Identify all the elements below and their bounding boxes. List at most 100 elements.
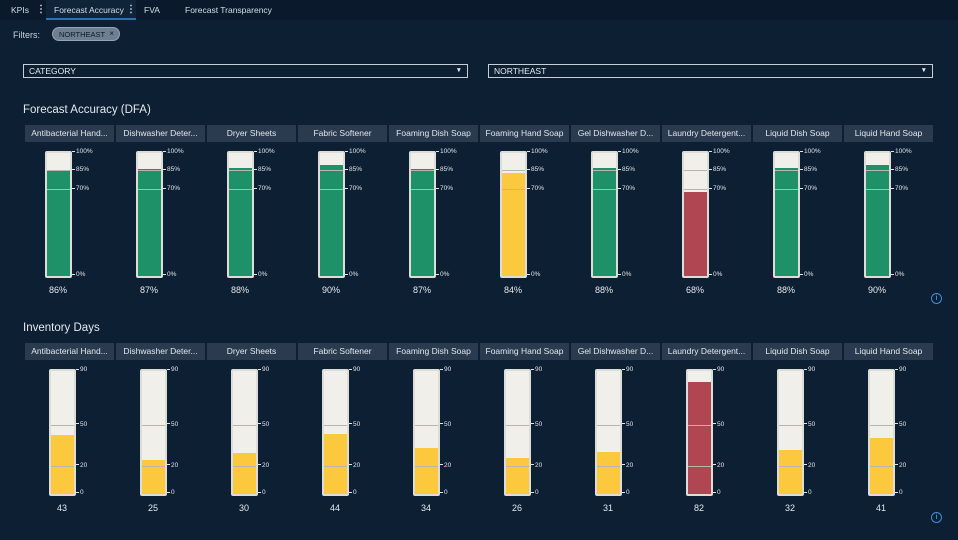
remove-filter-icon[interactable]: × xyxy=(109,29,114,38)
scale-tick-label: 0 xyxy=(440,489,448,496)
category-header: Foaming Dish Soap xyxy=(389,125,478,142)
tab-kpis[interactable]: KPIs ⋮ xyxy=(0,0,46,20)
accuracy-gauge xyxy=(409,151,436,278)
inventory-value: 82 xyxy=(693,503,704,513)
scale-tick-label: 70% xyxy=(436,185,453,192)
scale-tick-label: 90 xyxy=(713,366,724,373)
scale-tick-label: 100% xyxy=(800,148,821,155)
inventory-gauge xyxy=(140,369,167,496)
scale-tick-label: 100% xyxy=(72,148,93,155)
scale-tick-label: 70% xyxy=(891,185,908,192)
threshold-line xyxy=(51,424,74,426)
category-header: Laundry Detergent... xyxy=(662,125,751,142)
category-header: Liquid Dish Soap xyxy=(753,125,842,142)
scale-tick-label: 70% xyxy=(800,185,817,192)
threshold-line xyxy=(324,465,347,467)
threshold-line xyxy=(142,424,165,426)
scale-tick-label: 85% xyxy=(345,166,362,173)
category-header: Fabric Softener xyxy=(298,343,387,360)
threshold-line xyxy=(775,188,798,190)
scale-tick-label: 0 xyxy=(76,489,84,496)
inventory-gauge-fill xyxy=(51,435,74,494)
scale-tick-label: 90 xyxy=(349,366,360,373)
threshold-line xyxy=(138,188,161,190)
category-header: Antibacterial Hand... xyxy=(25,343,114,360)
scale-tick-label: 0% xyxy=(709,271,722,278)
threshold-line xyxy=(688,424,711,426)
accuracy-value: 84% xyxy=(503,285,522,295)
accuracy-gauge xyxy=(591,151,618,278)
tab-forecast-transparency[interactable]: Forecast Transparency xyxy=(176,0,276,20)
scale-tick-label: 90 xyxy=(167,366,178,373)
region-dropdown[interactable]: NORTHEAST ▼ xyxy=(488,64,933,78)
threshold-line xyxy=(688,465,711,467)
threshold-line xyxy=(502,188,525,190)
tab-menu-icon[interactable]: ⋮ xyxy=(126,4,136,15)
scale-tick-label: 20 xyxy=(349,462,360,469)
inventory-gauge-fill xyxy=(597,451,620,494)
scale-tick-label: 85% xyxy=(800,166,817,173)
accuracy-gauge-fill xyxy=(775,167,798,276)
category-header: Liquid Dish Soap xyxy=(753,343,842,360)
scale-tick-label: 0 xyxy=(258,489,266,496)
category-header: Dishwasher Deter... xyxy=(116,125,205,142)
threshold-line xyxy=(506,424,529,426)
scale-tick-label: 0 xyxy=(895,489,903,496)
forecast-accuracy-title: Forecast Accuracy (DFA) xyxy=(23,104,151,116)
threshold-line xyxy=(684,188,707,190)
category-header: Foaming Hand Soap xyxy=(480,125,569,142)
scale-tick-label: 90 xyxy=(258,366,269,373)
accuracy-value: 68% xyxy=(685,285,704,295)
accuracy-value: 87% xyxy=(139,285,158,295)
inventory-gauge-fill xyxy=(779,450,802,494)
inventory-gauge-fill xyxy=(415,447,438,494)
scale-tick-label: 90 xyxy=(895,366,906,373)
tab-label: KPIs xyxy=(11,5,29,15)
scale-tick-label: 70% xyxy=(72,185,89,192)
info-icon[interactable]: i xyxy=(931,512,942,523)
accuracy-gauge xyxy=(864,151,891,278)
threshold-line xyxy=(775,170,798,172)
tab-menu-icon[interactable]: ⋮ xyxy=(36,4,46,15)
scale-tick-label: 0% xyxy=(800,271,813,278)
inventory-value: 31 xyxy=(602,503,613,513)
threshold-line xyxy=(47,170,70,172)
inventory-gauge-fill xyxy=(506,458,529,494)
category-dropdown[interactable]: CATEGORY ▼ xyxy=(23,64,468,78)
scale-tick-label: 70% xyxy=(163,185,180,192)
tab-label: Forecast Transparency xyxy=(185,5,272,15)
category-header: Fabric Softener xyxy=(298,125,387,142)
threshold-line xyxy=(415,424,438,426)
threshold-line xyxy=(506,465,529,467)
scale-tick-label: 70% xyxy=(254,185,271,192)
accuracy-gauge xyxy=(773,151,800,278)
scale-tick-label: 20 xyxy=(531,462,542,469)
accuracy-gauge xyxy=(227,151,254,278)
category-header: Dishwasher Deter... xyxy=(116,343,205,360)
filter-chip[interactable]: NORTHEAST × xyxy=(52,27,120,41)
info-icon[interactable]: i xyxy=(931,293,942,304)
category-header: Liquid Hand Soap xyxy=(844,125,933,142)
inventory-value: 26 xyxy=(511,503,522,513)
inventory-gauge xyxy=(231,369,258,496)
accuracy-value: 88% xyxy=(230,285,249,295)
accuracy-value: 90% xyxy=(321,285,340,295)
threshold-line xyxy=(415,465,438,467)
category-header: Dryer Sheets xyxy=(207,125,296,142)
accuracy-gauge xyxy=(136,151,163,278)
inventory-value: 25 xyxy=(147,503,158,513)
tab-forecast-accuracy[interactable]: Forecast Accuracy ⋮ xyxy=(46,0,136,20)
inventory-days-title: Inventory Days xyxy=(23,322,100,334)
threshold-line xyxy=(597,465,620,467)
inventory-gauge xyxy=(868,369,895,496)
scale-tick-label: 0 xyxy=(349,489,357,496)
threshold-line xyxy=(411,188,434,190)
scale-tick-label: 20 xyxy=(804,462,815,469)
scale-tick-label: 0 xyxy=(804,489,812,496)
accuracy-value: 87% xyxy=(412,285,431,295)
scale-tick-label: 100% xyxy=(527,148,548,155)
chevron-down-icon: ▼ xyxy=(455,67,462,74)
scale-tick-label: 0 xyxy=(713,489,721,496)
accuracy-gauge xyxy=(682,151,709,278)
tab-fva[interactable]: FVA xyxy=(136,0,176,20)
